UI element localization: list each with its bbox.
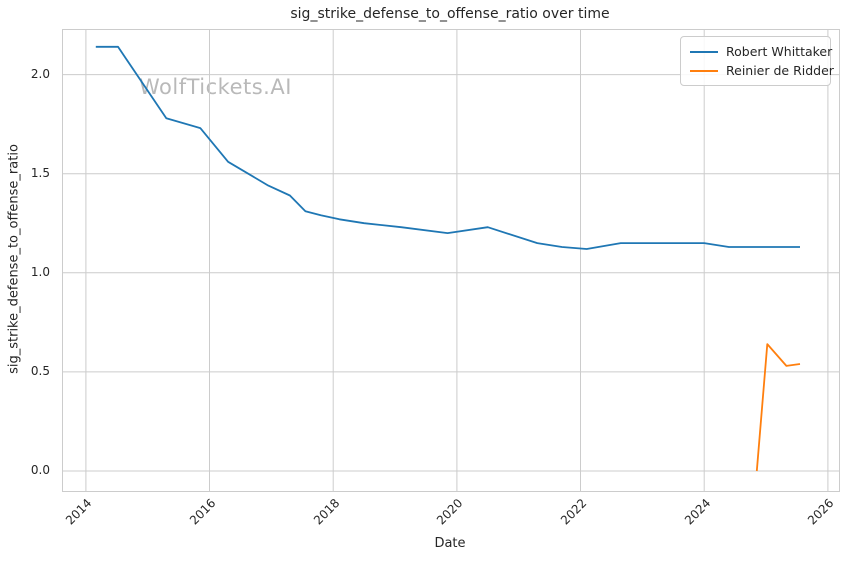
y-axis-label: sig_strike_defense_to_offense_ratio: [6, 144, 22, 374]
x-tick-label: 2020: [434, 496, 466, 528]
x-axis-label: Date: [434, 536, 466, 551]
plot-area: WolfTickets.AI: [62, 29, 840, 492]
line-swatch-icon: [690, 50, 718, 53]
x-tick-label: 2014: [63, 496, 95, 528]
x-tick-label: 2026: [805, 496, 837, 528]
x-tick-label: 2022: [557, 496, 590, 528]
line-swatch-icon: [690, 69, 718, 72]
legend-label: Robert Whittaker: [726, 44, 833, 59]
legend-label: Reinier de Ridder: [726, 63, 834, 78]
x-tick-label: 2018: [310, 496, 343, 528]
watermark: WolfTickets.AI: [139, 75, 292, 99]
plot-canvas: [63, 30, 839, 491]
y-tick-label: 1.0: [30, 264, 50, 279]
y-tick-label: 0.5: [30, 363, 50, 378]
legend-item-reinier-de-ridder: Reinier de Ridder: [690, 61, 834, 80]
legend: Robert Whittaker Reinier de Ridder: [680, 36, 834, 86]
x-tick-label: 2016: [186, 496, 219, 528]
legend-item-robert-whittaker: Robert Whittaker: [690, 42, 832, 61]
x-tick-label: 2024: [681, 496, 714, 528]
y-tick-label: 1.5: [30, 165, 50, 180]
chart-title: sig_strike_defense_to_offense_ratio over…: [290, 6, 610, 22]
y-tick-label: 0.0: [30, 462, 50, 477]
y-tick-label: 2.0: [30, 66, 50, 81]
